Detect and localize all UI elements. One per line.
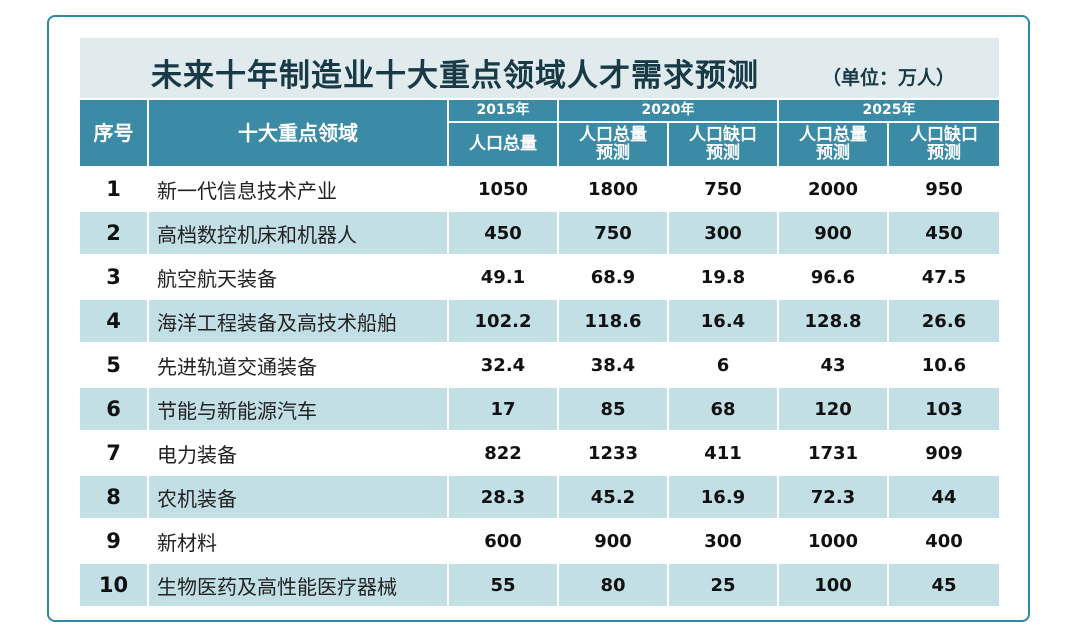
row-5-value-3: 6 <box>716 354 730 376</box>
row-5-value-1: 32.4 <box>480 354 526 376</box>
header-line: 人口缺口 <box>689 124 757 145</box>
header-line: 预测 <box>927 142 961 163</box>
row-9-value-4: 1000 <box>807 530 859 552</box>
row-3-name: 航空航天装备 <box>157 266 277 291</box>
row-6-value-4: 120 <box>779 388 887 430</box>
row-8-value-4: 72.3 <box>779 476 887 518</box>
row-1-seq: 1 <box>106 177 121 201</box>
row-4-value-4: 128.8 <box>779 300 887 342</box>
header-year-2025: 2025年 <box>779 100 999 121</box>
row-4-value-5: 26.6 <box>889 300 999 342</box>
row-3-value-1: 49.1 <box>480 266 526 288</box>
row-3-value-2: 68.9 <box>590 266 636 288</box>
row-3-value-5: 47.5 <box>921 266 967 288</box>
row-2-value-5: 450 <box>889 212 999 254</box>
row-5-value-2: 38.4 <box>590 354 636 376</box>
row-7-value-5: 909 <box>925 442 963 464</box>
row-6-name: 节能与新能源汽车 <box>149 388 447 430</box>
row-9-value-1: 600 <box>484 530 522 552</box>
row-7-value-4: 1731 <box>807 442 859 464</box>
row-5-value-4: 43 <box>820 354 846 376</box>
header-col-5: 人口缺口 预测 <box>889 123 999 166</box>
row-9-value-2: 900 <box>594 530 632 552</box>
row-8-seq: 8 <box>80 476 147 518</box>
header-col-4: 人口总量 预测 <box>779 123 887 166</box>
row-10-value-3: 25 <box>669 564 777 606</box>
row-1-value-3: 750 <box>704 178 742 200</box>
row-7-value-2: 1233 <box>587 442 639 464</box>
row-6-value-3: 68 <box>669 388 777 430</box>
header-year-2015: 2015年 <box>449 100 557 121</box>
row-4-value-3: 16.4 <box>669 300 777 342</box>
header-col-1: 人口总量 <box>449 123 557 166</box>
header-line: 人口缺口 <box>910 124 978 145</box>
header-line: 预测 <box>596 142 630 163</box>
row-1-value-4: 2000 <box>807 178 859 200</box>
row-4-value-1: 102.2 <box>449 300 557 342</box>
header-field: 十大重点领域 <box>149 100 447 166</box>
row-2-seq: 2 <box>80 212 147 254</box>
row-8-value-5: 44 <box>889 476 999 518</box>
row-6-value-2: 85 <box>559 388 667 430</box>
unit-label: （单位：万人） <box>822 67 956 89</box>
row-4-name: 海洋工程装备及高技术船舶 <box>149 300 447 342</box>
row-2-value-2: 750 <box>559 212 667 254</box>
header-line: 预测 <box>816 142 850 163</box>
row-4-seq: 4 <box>80 300 147 342</box>
row-10-value-1: 55 <box>449 564 557 606</box>
header-line: 人口总量 <box>579 124 647 145</box>
row-3-seq: 3 <box>106 265 121 289</box>
header-line: 人口总量 <box>469 133 537 154</box>
row-10-name: 生物医药及高性能医疗器械 <box>149 564 447 606</box>
header-year-2020: 2020年 <box>559 100 777 121</box>
row-7-seq: 7 <box>106 441 121 465</box>
row-10-value-2: 80 <box>559 564 667 606</box>
row-9-seq: 9 <box>106 529 121 553</box>
row-8-value-1: 28.3 <box>449 476 557 518</box>
row-2-name: 高档数控机床和机器人 <box>149 212 447 254</box>
row-10-value-4: 100 <box>779 564 887 606</box>
row-5-name: 先进轨道交通装备 <box>157 354 317 379</box>
row-4-value-2: 118.6 <box>559 300 667 342</box>
row-3-value-3: 19.8 <box>700 266 746 288</box>
row-8-name: 农机装备 <box>149 476 447 518</box>
row-8-value-3: 16.9 <box>669 476 777 518</box>
row-7-name: 电力装备 <box>157 442 237 467</box>
row-6-value-5: 103 <box>889 388 999 430</box>
row-1-name: 新一代信息技术产业 <box>157 178 337 203</box>
table-title: 未来十年制造业十大重点领域人才需求预测 <box>151 58 759 94</box>
row-6-value-1: 17 <box>449 388 557 430</box>
header-line: 人口总量 <box>799 124 867 145</box>
row-3-value-4: 96.6 <box>810 266 856 288</box>
title-bar <box>80 38 999 98</box>
row-1-value-5: 950 <box>925 178 963 200</box>
table-frame <box>47 15 1030 622</box>
row-9-value-3: 300 <box>704 530 742 552</box>
header-col-2: 人口总量 预测 <box>559 123 667 166</box>
row-5-value-5: 10.6 <box>921 354 967 376</box>
row-10-seq: 10 <box>80 564 147 606</box>
row-10-value-5: 45 <box>889 564 999 606</box>
row-7-value-1: 822 <box>484 442 522 464</box>
header-line: 预测 <box>706 142 740 163</box>
row-8-value-2: 45.2 <box>559 476 667 518</box>
row-9-value-5: 400 <box>925 530 963 552</box>
row-2-value-1: 450 <box>449 212 557 254</box>
header-seq: 序号 <box>80 100 147 166</box>
row-9-name: 新材料 <box>157 530 217 555</box>
row-1-value-2: 1800 <box>587 178 639 200</box>
header-col-3: 人口缺口 预测 <box>669 123 777 166</box>
row-5-seq: 5 <box>106 353 121 377</box>
row-2-value-4: 900 <box>779 212 887 254</box>
row-7-value-3: 411 <box>704 442 742 464</box>
row-1-value-1: 1050 <box>477 178 529 200</box>
row-6-seq: 6 <box>80 388 147 430</box>
row-2-value-3: 300 <box>669 212 777 254</box>
